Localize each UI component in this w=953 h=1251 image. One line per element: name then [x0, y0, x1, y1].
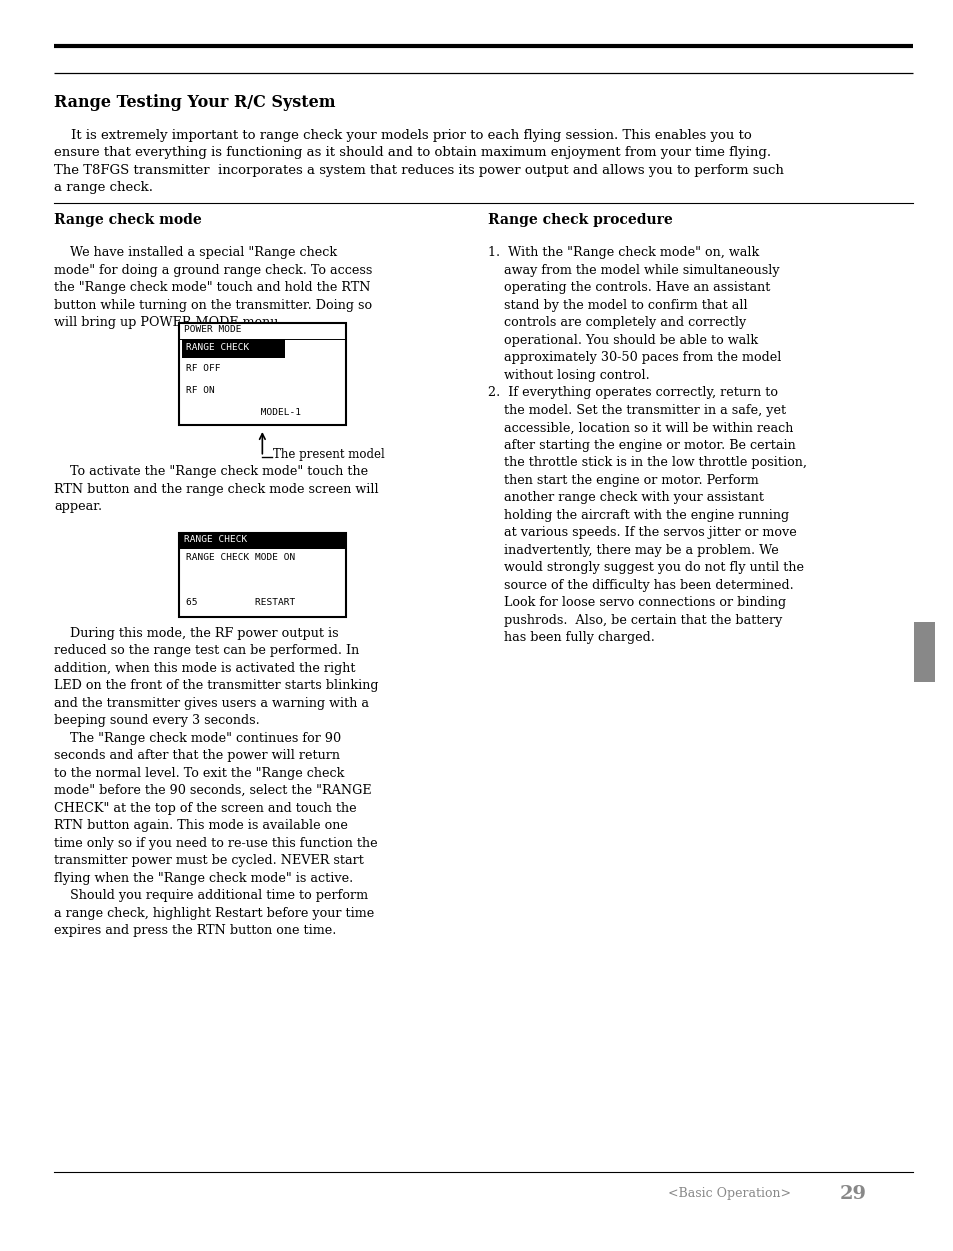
Text: During this mode, the RF power output is
reduced so the range test can be perfor: During this mode, the RF power output is…	[54, 627, 378, 937]
Text: 65          RESTART: 65 RESTART	[185, 598, 294, 607]
Text: The present model: The present model	[273, 448, 384, 460]
Bar	[179, 533, 345, 617]
Text: MODEL-1: MODEL-1	[185, 408, 300, 417]
Text: 29: 29	[839, 1185, 865, 1202]
Text: To activate the "Range check mode" touch the
RTN button and the range check mode: To activate the "Range check mode" touch…	[54, 465, 378, 513]
Bar	[179, 323, 345, 425]
Text: RF ON: RF ON	[185, 385, 214, 395]
Text: <Basic Operation>: <Basic Operation>	[667, 1187, 790, 1200]
Text: 1.  With the "Range check mode" on, walk
    away from the model while simultane: 1. With the "Range check mode" on, walk …	[488, 246, 806, 644]
Text: RANGE CHECK: RANGE CHECK	[185, 343, 249, 352]
Text: Range check mode: Range check mode	[54, 213, 202, 226]
Text: Range check procedure: Range check procedure	[488, 213, 673, 226]
Bar	[179, 533, 345, 549]
Text: Range Testing Your R/C System: Range Testing Your R/C System	[54, 94, 335, 111]
Text: RANGE CHECK MODE ON: RANGE CHECK MODE ON	[185, 553, 294, 562]
Text: RANGE CHECK: RANGE CHECK	[184, 535, 247, 544]
Text: It is extremely important to range check your models prior to each flying sessio: It is extremely important to range check…	[54, 129, 783, 194]
Text: POWER MODE: POWER MODE	[184, 325, 241, 334]
Text: We have installed a special "Range check
mode" for doing a ground range check. T: We have installed a special "Range check…	[54, 246, 373, 329]
Bar	[181, 339, 285, 358]
Text: RF OFF: RF OFF	[185, 364, 220, 373]
Bar	[913, 622, 934, 682]
